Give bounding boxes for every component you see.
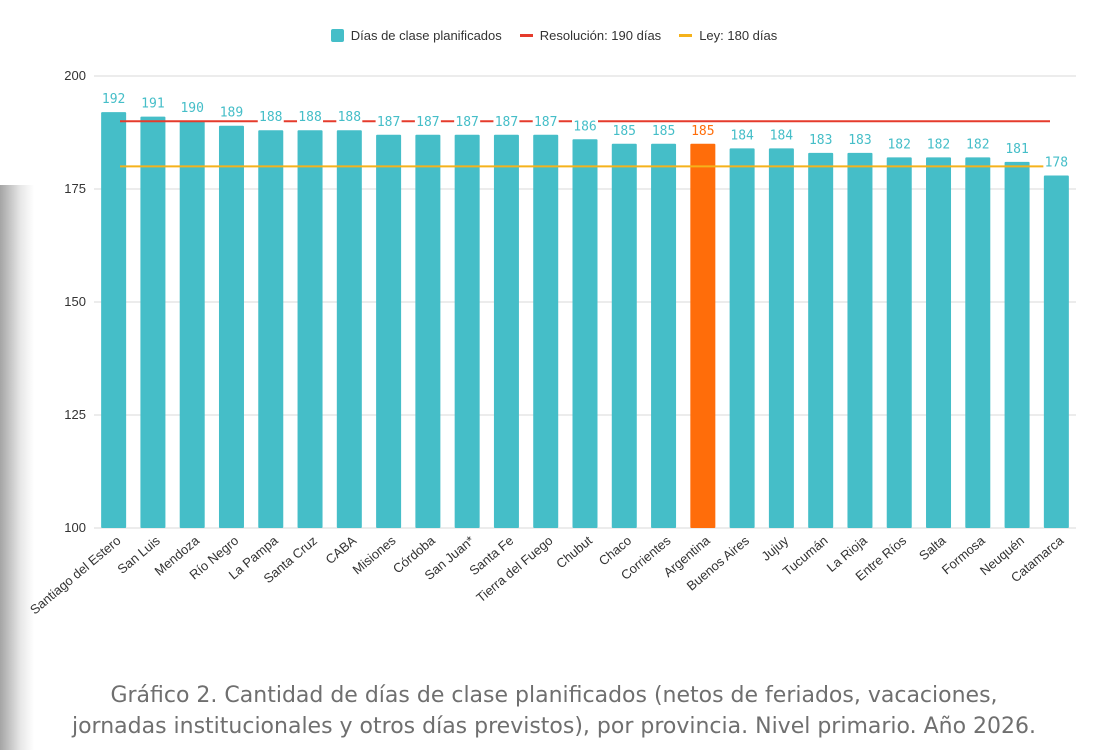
value-label-bg-santa-cruz bbox=[297, 109, 324, 125]
value-label-corrientes: 185 bbox=[652, 124, 675, 139]
y-tick-label-100: 100 bbox=[64, 520, 86, 535]
bar-santa-cruz bbox=[297, 130, 323, 529]
value-label-san-juan: 187 bbox=[455, 115, 478, 130]
value-label-chaco: 185 bbox=[613, 124, 636, 139]
bar-tierra-del-fuego bbox=[533, 134, 559, 528]
legend-swatch-planificados bbox=[330, 29, 344, 42]
value-label-bg-argentina bbox=[689, 122, 716, 138]
value-label-bg-san-luis bbox=[139, 95, 166, 111]
value-label-bg-rio-negro bbox=[218, 104, 245, 120]
bar-rio-negro bbox=[218, 125, 244, 528]
value-label-bg-jujuy bbox=[768, 127, 795, 143]
y-tick-label-175: 175 bbox=[64, 181, 86, 196]
bar-chubut bbox=[572, 139, 598, 528]
bar-caba bbox=[336, 130, 362, 529]
value-label-chubut: 186 bbox=[573, 119, 596, 134]
x-tick-label-jujuy: Jujuy bbox=[758, 532, 791, 563]
bar-buenos-aires bbox=[729, 148, 755, 528]
bar-cordoba bbox=[415, 134, 441, 528]
value-label-bg-entre-rios bbox=[886, 136, 913, 152]
legend-label-resolucion: Resolución: 190 días bbox=[539, 28, 662, 43]
bar-la-pampa bbox=[258, 130, 284, 529]
value-label-bg-cordoba bbox=[414, 113, 441, 129]
value-label-rio-negro: 189 bbox=[220, 106, 243, 121]
legend-label-planificados: Días de clase planificados bbox=[350, 28, 502, 43]
value-label-la-pampa: 188 bbox=[259, 110, 282, 125]
value-label-neuquen: 181 bbox=[1005, 142, 1028, 157]
value-label-bg-corrientes bbox=[650, 122, 677, 138]
legend-label-ley: Ley: 180 días bbox=[699, 28, 778, 43]
bar-catamarca bbox=[1043, 175, 1069, 528]
bar-la-rioja bbox=[847, 152, 873, 528]
y-tick-label-200: 200 bbox=[64, 68, 86, 83]
value-label-bg-santa-fe bbox=[493, 113, 520, 129]
bar-mendoza bbox=[179, 121, 205, 528]
value-label-caba: 188 bbox=[338, 110, 361, 125]
value-label-entre-rios: 182 bbox=[887, 137, 910, 152]
x-tick-label-misiones: Misiones bbox=[350, 532, 399, 577]
bar-corrientes bbox=[651, 143, 677, 529]
y-tick-label-125: 125 bbox=[64, 407, 86, 422]
value-label-bg-caba bbox=[336, 109, 363, 125]
value-label-cordoba: 187 bbox=[416, 115, 439, 130]
value-label-bg-santiago-del-estero bbox=[100, 91, 127, 107]
value-label-bg-chubut bbox=[572, 118, 598, 134]
value-label-bg-misiones bbox=[375, 113, 402, 129]
legend-swatch-resolucion bbox=[519, 34, 533, 37]
bar-santiago-del-estero bbox=[101, 112, 127, 528]
value-label-bg-catamarca bbox=[1043, 154, 1070, 170]
caption-line-2: jornadas institucionales y otros días pr… bbox=[71, 714, 1037, 739]
value-label-bg-la-rioja bbox=[846, 131, 873, 147]
value-label-santa-cruz: 188 bbox=[298, 110, 321, 125]
value-label-catamarca: 178 bbox=[1045, 155, 1068, 170]
bar-salta bbox=[926, 157, 952, 529]
value-label-salta: 182 bbox=[927, 137, 950, 152]
y-tick-label-150: 150 bbox=[64, 294, 86, 309]
value-label-tucuman: 183 bbox=[809, 133, 832, 148]
bar-argentina bbox=[690, 143, 716, 529]
value-label-bg-chaco bbox=[611, 122, 638, 138]
bar-santa-fe bbox=[493, 134, 519, 528]
legend-item-planificados: Días de clase planificados bbox=[330, 28, 502, 43]
legend-swatch-ley bbox=[679, 34, 693, 37]
bar-misiones bbox=[376, 134, 402, 528]
value-label-bg-tucuman bbox=[807, 131, 834, 147]
bar-formosa bbox=[965, 157, 991, 529]
value-label-mendoza: 190 bbox=[180, 101, 203, 116]
bar-chaco bbox=[611, 143, 637, 529]
bar-tucuman bbox=[808, 152, 834, 528]
value-label-bg-la-pampa bbox=[257, 109, 284, 125]
x-tick-label-salta: Salta bbox=[916, 532, 949, 563]
legend-item-ley: Ley: 180 días bbox=[679, 28, 777, 43]
value-label-bg-formosa bbox=[964, 136, 991, 152]
value-label-formosa: 182 bbox=[966, 137, 989, 152]
chart-caption: Gráfico 2. Cantidad de días de clase pla… bbox=[0, 680, 1108, 742]
value-label-buenos-aires: 184 bbox=[730, 128, 754, 143]
value-label-tierra-del-fuego: 187 bbox=[534, 115, 557, 130]
value-label-bg-san-juan bbox=[454, 113, 481, 129]
legend-item-resolucion: Resolución: 190 días bbox=[519, 28, 662, 43]
value-label-santiago-del-estero: 192 bbox=[102, 92, 125, 107]
caption-line-1: Gráfico 2. Cantidad de días de clase pla… bbox=[110, 683, 998, 708]
bar-jujuy bbox=[768, 148, 794, 528]
x-tick-label-chubut: Chubut bbox=[553, 533, 595, 572]
value-label-bg-tierra-del-fuego bbox=[532, 113, 559, 129]
value-label-la-rioja: 183 bbox=[848, 133, 871, 148]
value-label-argentina: 185 bbox=[691, 124, 714, 139]
value-label-jujuy: 184 bbox=[770, 128, 794, 143]
chart-legend: Días de clase planificados Resolución: 1… bbox=[0, 28, 1108, 43]
bar-san-luis bbox=[140, 116, 166, 529]
value-label-bg-buenos-aires bbox=[729, 127, 756, 143]
value-label-san-luis: 191 bbox=[141, 97, 164, 112]
value-label-bg-salta bbox=[925, 136, 952, 152]
value-label-misiones: 187 bbox=[377, 115, 400, 130]
value-label-bg-mendoza bbox=[179, 100, 206, 116]
value-label-bg-neuquen bbox=[1004, 140, 1031, 156]
bar-chart: 100 125 150 175 200 192 191 190 189 188 188 188 187 1… bbox=[27, 68, 1076, 617]
bar-neuquen bbox=[1004, 161, 1030, 528]
value-label-santa-fe: 187 bbox=[495, 115, 518, 130]
bar-entre-rios bbox=[886, 157, 912, 529]
x-tick-label-santiago-del-estero: Santiago del Estero bbox=[27, 533, 124, 617]
bar-san-juan bbox=[454, 134, 480, 528]
